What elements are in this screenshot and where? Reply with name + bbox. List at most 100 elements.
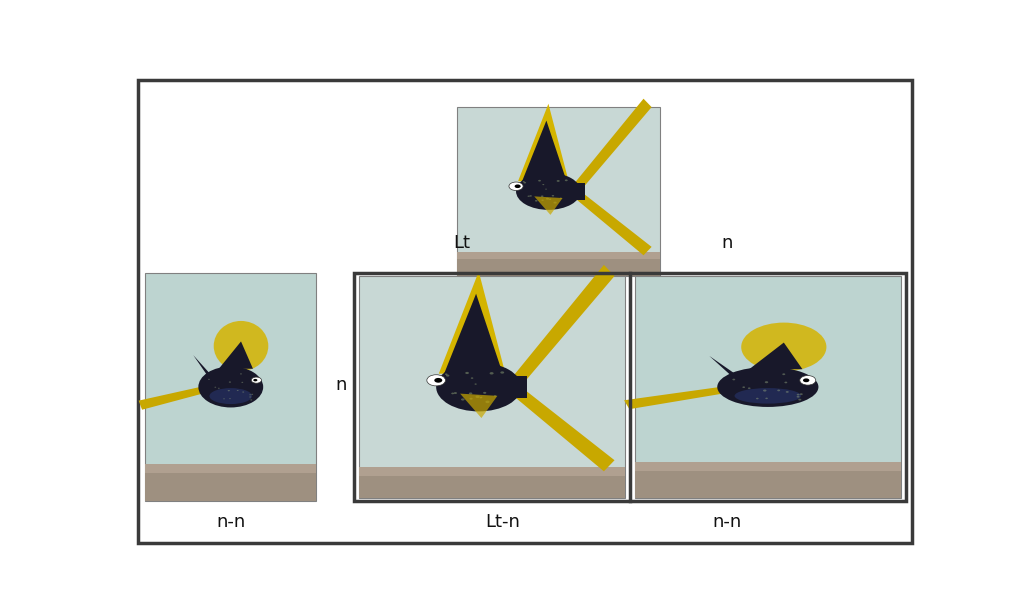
Circle shape xyxy=(732,379,735,380)
Circle shape xyxy=(427,375,445,386)
Circle shape xyxy=(799,399,802,400)
Circle shape xyxy=(475,395,479,398)
Polygon shape xyxy=(518,103,568,181)
Text: Lt: Lt xyxy=(453,234,470,252)
Bar xyxy=(354,273,906,501)
Circle shape xyxy=(218,387,220,389)
Polygon shape xyxy=(710,356,741,385)
Polygon shape xyxy=(522,121,566,181)
Circle shape xyxy=(253,379,257,381)
Circle shape xyxy=(242,382,244,383)
Circle shape xyxy=(471,378,473,379)
Circle shape xyxy=(444,373,447,375)
Circle shape xyxy=(485,400,489,403)
Polygon shape xyxy=(513,265,614,383)
Ellipse shape xyxy=(734,388,801,403)
Bar xyxy=(145,273,316,501)
Bar xyxy=(359,467,626,476)
Text: n: n xyxy=(335,376,346,394)
Circle shape xyxy=(539,180,541,182)
Circle shape xyxy=(803,378,809,382)
Circle shape xyxy=(489,372,494,375)
Polygon shape xyxy=(574,193,651,255)
Circle shape xyxy=(797,394,800,395)
Bar xyxy=(359,476,626,498)
Circle shape xyxy=(763,389,767,392)
Circle shape xyxy=(782,373,785,375)
Circle shape xyxy=(765,397,768,399)
Circle shape xyxy=(249,394,251,395)
Text: n: n xyxy=(722,234,733,252)
Circle shape xyxy=(227,390,230,391)
Polygon shape xyxy=(194,355,214,385)
Circle shape xyxy=(509,182,523,190)
Circle shape xyxy=(542,200,544,201)
Circle shape xyxy=(469,392,472,394)
Circle shape xyxy=(553,201,557,203)
Circle shape xyxy=(240,373,242,375)
Circle shape xyxy=(229,398,230,399)
Ellipse shape xyxy=(199,367,263,407)
Circle shape xyxy=(800,376,816,385)
Circle shape xyxy=(777,389,780,391)
Bar xyxy=(458,259,659,275)
Circle shape xyxy=(560,198,562,199)
Bar xyxy=(635,471,901,498)
Circle shape xyxy=(480,397,482,398)
Polygon shape xyxy=(513,389,614,471)
Polygon shape xyxy=(750,342,803,369)
Circle shape xyxy=(446,375,450,376)
Ellipse shape xyxy=(210,388,252,404)
Polygon shape xyxy=(138,385,210,410)
Circle shape xyxy=(454,392,457,394)
Polygon shape xyxy=(219,341,253,369)
Circle shape xyxy=(452,392,454,394)
Circle shape xyxy=(515,184,520,188)
Polygon shape xyxy=(535,197,562,215)
Ellipse shape xyxy=(516,173,581,210)
Circle shape xyxy=(461,399,465,400)
Circle shape xyxy=(529,195,531,197)
Text: n-n: n-n xyxy=(713,513,741,530)
Circle shape xyxy=(474,383,477,385)
Circle shape xyxy=(208,379,210,380)
Circle shape xyxy=(565,179,567,181)
Polygon shape xyxy=(506,376,526,398)
Circle shape xyxy=(545,188,547,190)
Polygon shape xyxy=(574,99,651,188)
Circle shape xyxy=(228,381,231,383)
Bar xyxy=(145,474,316,501)
Circle shape xyxy=(797,396,800,398)
Circle shape xyxy=(546,198,549,200)
Bar xyxy=(635,463,901,471)
Circle shape xyxy=(527,195,529,197)
Circle shape xyxy=(535,200,538,201)
Circle shape xyxy=(251,377,261,383)
Circle shape xyxy=(434,378,442,383)
Bar xyxy=(458,252,659,259)
Polygon shape xyxy=(439,272,506,374)
Circle shape xyxy=(541,195,544,197)
Circle shape xyxy=(756,398,759,399)
Circle shape xyxy=(800,393,803,395)
Circle shape xyxy=(469,398,473,400)
Circle shape xyxy=(523,182,526,184)
Polygon shape xyxy=(568,183,585,200)
Text: Lt-n: Lt-n xyxy=(542,287,577,306)
Bar xyxy=(635,276,901,498)
Circle shape xyxy=(765,381,768,383)
Circle shape xyxy=(549,199,551,200)
Text: Lt-n: Lt-n xyxy=(485,513,520,530)
Circle shape xyxy=(543,184,545,185)
Ellipse shape xyxy=(741,323,826,371)
Ellipse shape xyxy=(214,321,268,371)
Bar xyxy=(458,107,659,275)
Circle shape xyxy=(483,392,486,394)
Circle shape xyxy=(237,390,239,391)
Circle shape xyxy=(522,181,524,182)
Ellipse shape xyxy=(717,367,818,407)
Bar xyxy=(359,276,626,498)
Circle shape xyxy=(465,372,469,374)
Circle shape xyxy=(557,180,560,182)
Circle shape xyxy=(550,198,551,200)
